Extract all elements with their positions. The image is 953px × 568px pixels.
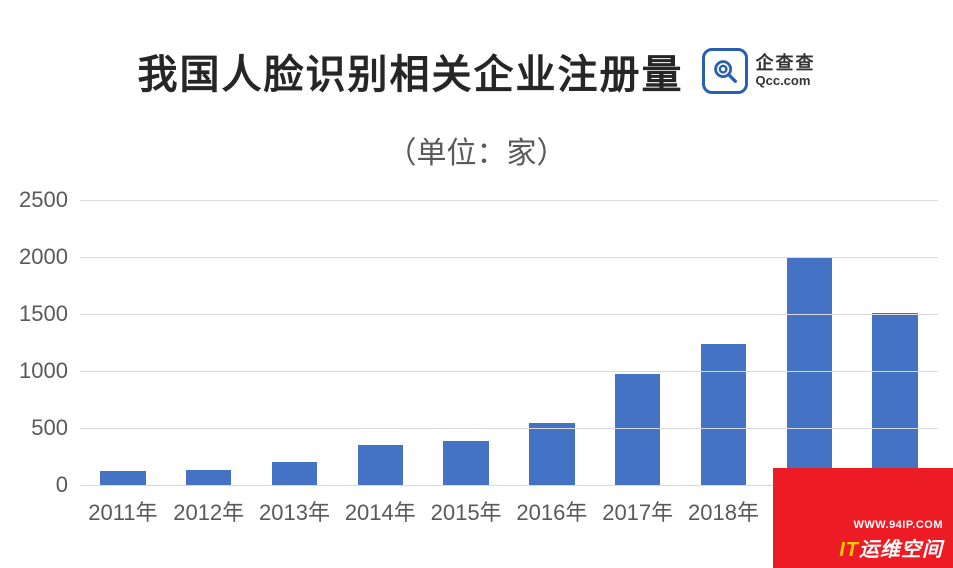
brand-logo: 企查查 Qcc.com [702, 48, 816, 94]
bar-slot [337, 200, 423, 485]
y-tick-label: 1000 [19, 358, 68, 384]
gridline [80, 371, 938, 372]
watermark-main: IT运维空间 [839, 533, 943, 562]
bar [100, 471, 145, 485]
plot-area [80, 200, 938, 485]
x-tick-label: 2012年 [166, 495, 252, 527]
bar-slot [681, 200, 767, 485]
bar-slot [766, 200, 852, 485]
gridline [80, 257, 938, 258]
watermark: WWW.94IP.COM IT运维空间 [773, 468, 953, 568]
bars-container [80, 200, 938, 485]
chart-title: 我国人脸识别相关企业注册量 [138, 42, 684, 100]
bar-slot [80, 200, 166, 485]
x-tick-label: 2014年 [337, 495, 423, 527]
y-tick-label: 2000 [19, 244, 68, 270]
bar [529, 423, 574, 485]
y-tick-label: 0 [56, 472, 68, 498]
bar-slot [595, 200, 681, 485]
x-tick-label: 2018年 [681, 495, 767, 527]
bar-slot [852, 200, 938, 485]
y-tick-label: 1500 [19, 301, 68, 327]
watermark-text: WWW.94IP.COM IT运维空间 [839, 519, 943, 562]
qcc-icon [702, 48, 748, 94]
x-tick-label: 2011年 [80, 495, 166, 527]
bar-slot [166, 200, 252, 485]
x-tick-label: 2017年 [595, 495, 681, 527]
x-tick-label: 2015年 [423, 495, 509, 527]
bar [615, 374, 660, 485]
gridline [80, 200, 938, 201]
y-tick-label: 2500 [19, 187, 68, 213]
brand-text: 企查查 Qcc.com [756, 54, 816, 88]
bar-chart: 2011年2012年2013年2014年2015年2016年2017年2018年… [10, 200, 940, 510]
gridline [80, 428, 938, 429]
bar [701, 344, 746, 485]
bar [272, 462, 317, 485]
chart-subtitle: （单位：家） [0, 128, 953, 172]
x-tick-label: 2013年 [252, 495, 338, 527]
bar [358, 445, 403, 485]
x-tick-label: 2016年 [509, 495, 595, 527]
bar-slot [423, 200, 509, 485]
bar [872, 313, 917, 485]
brand-name-en: Qcc.com [756, 74, 816, 88]
header: 我国人脸识别相关企业注册量 企查查 Qcc.com [0, 0, 953, 100]
bar [186, 470, 231, 485]
watermark-url: WWW.94IP.COM [839, 519, 943, 531]
bar-slot [252, 200, 338, 485]
bar [443, 441, 488, 485]
brand-name-cn: 企查查 [756, 54, 816, 74]
bar-slot [509, 200, 595, 485]
gridline [80, 314, 938, 315]
y-tick-label: 500 [31, 415, 68, 441]
